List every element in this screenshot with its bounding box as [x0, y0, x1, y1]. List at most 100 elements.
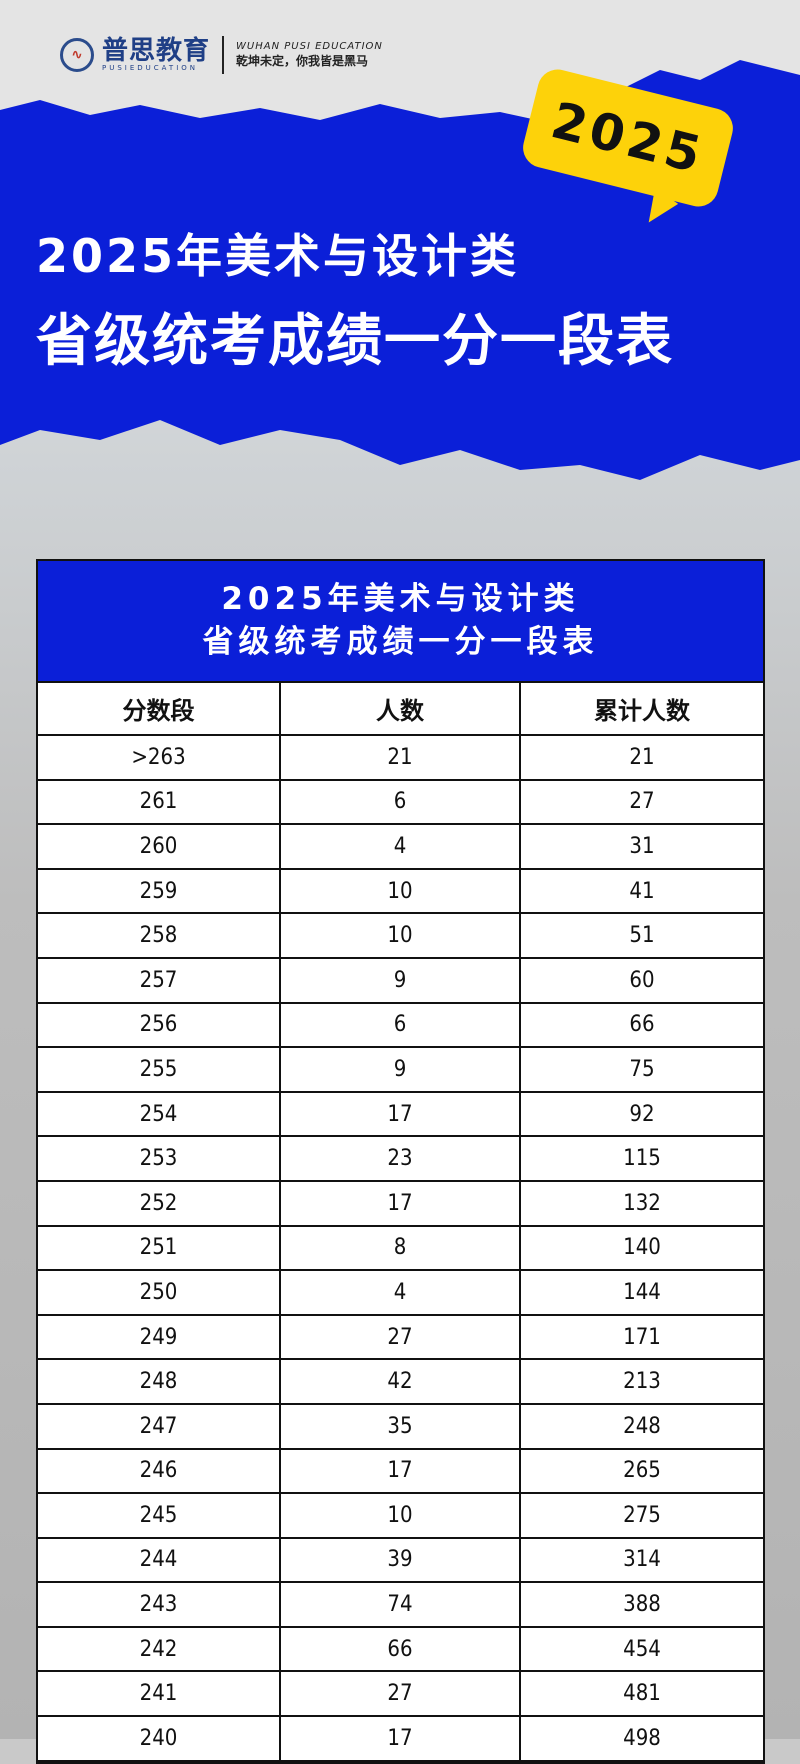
count-cell: 35	[281, 1404, 521, 1448]
table-row: 244 39 314	[38, 1538, 763, 1584]
cumulative-cell: 27	[629, 789, 655, 815]
score-cell: 242	[38, 1627, 281, 1671]
count-cell: 17	[281, 1449, 521, 1493]
table-row: 250 4 144	[38, 1271, 763, 1316]
count-cell: 9	[281, 1048, 521, 1091]
count-cell: 17	[281, 1717, 521, 1760]
page-title-line2: 省级统考成绩一分一段表	[36, 309, 674, 374]
cumulative-cell: 60	[629, 967, 655, 993]
cumulative-cell: 140	[623, 1235, 661, 1261]
header-score: 分数段	[38, 683, 281, 734]
count-cell: 4	[281, 1271, 521, 1314]
count-cell: 27	[281, 1315, 521, 1359]
cumulative-cell: 171	[623, 1324, 661, 1350]
count-cell: 10	[281, 869, 521, 913]
score-cell: >263	[38, 736, 281, 779]
count-cell: 21	[281, 736, 521, 779]
count-cell: 17	[281, 1092, 521, 1136]
count-cell: 6	[281, 780, 521, 824]
table-row: 256 6 66	[38, 1003, 763, 1049]
count-cell: 39	[281, 1538, 521, 1582]
score-cell: 253	[38, 1137, 281, 1180]
count-cell: 9	[281, 958, 521, 1002]
table-row: 242 66 454	[38, 1627, 763, 1673]
page-title-line1: 2025年美术与设计类	[36, 229, 520, 283]
score-cell: 249	[38, 1315, 281, 1359]
brand-sub: PUSIEDUCATION	[102, 64, 199, 72]
count-cell: 23	[281, 1137, 521, 1180]
cumulative-cell: 66	[629, 1012, 655, 1038]
score-cell: 257	[38, 958, 281, 1002]
logo-emblem-icon: ∿	[60, 38, 94, 72]
score-table: 2025年美术与设计类 省级统考成绩一分一段表 分数段 人数 累计人数 >263…	[36, 559, 765, 1764]
count-cell: 27	[281, 1672, 521, 1716]
score-cell: 244	[38, 1538, 281, 1582]
cumulative-cell: 314	[623, 1547, 661, 1573]
score-cell: 251	[38, 1226, 281, 1270]
brand-logo: ∿ 普思教育 PUSIEDUCATION WUHAN PUSI EDUCATIO…	[60, 36, 383, 74]
table-row: 246 17 265	[38, 1449, 763, 1495]
score-cell: 247	[38, 1404, 281, 1448]
count-cell: 4	[281, 825, 521, 868]
table-row: 241 27 481	[38, 1672, 763, 1718]
table-title-line2: 省级统考成绩一分一段表	[202, 624, 599, 660]
table-row: 257 9 60	[38, 958, 763, 1004]
cumulative-cell: 481	[623, 1681, 661, 1707]
table-row: 258 10 51	[38, 914, 763, 959]
table-row: 251 8 140	[38, 1226, 763, 1272]
table-row: 259 10 41	[38, 869, 763, 915]
cumulative-cell: 498	[623, 1725, 661, 1751]
score-cell: 248	[38, 1360, 281, 1403]
table-row: 248 42 213	[38, 1360, 763, 1405]
score-cell: 256	[38, 1003, 281, 1047]
score-cell: 241	[38, 1672, 281, 1716]
table-row: 252 17 132	[38, 1181, 763, 1227]
year-badge-text: 2025	[545, 91, 711, 185]
table-title: 2025年美术与设计类 省级统考成绩一分一段表	[38, 561, 763, 683]
score-cell: 246	[38, 1449, 281, 1493]
cumulative-cell: 115	[623, 1146, 661, 1172]
table-row: 260 4 31	[38, 825, 763, 870]
count-cell: 74	[281, 1583, 521, 1626]
score-cell: 252	[38, 1181, 281, 1225]
cumulative-cell: 454	[623, 1636, 661, 1662]
cumulative-cell: 75	[629, 1056, 655, 1082]
cumulative-cell: 213	[623, 1369, 661, 1395]
cumulative-cell: 265	[623, 1458, 661, 1484]
score-cell: 255	[38, 1048, 281, 1091]
table-row: 243 74 388	[38, 1583, 763, 1628]
score-cell: 250	[38, 1271, 281, 1314]
table-row: 245 10 275	[38, 1494, 763, 1539]
cumulative-cell: 31	[629, 833, 655, 859]
brand-slogan: 乾坤未定，你我皆是黑马	[236, 54, 369, 68]
cumulative-cell: 248	[623, 1413, 661, 1439]
cumulative-cell: 21	[629, 744, 655, 770]
score-cell: 260	[38, 825, 281, 868]
cumulative-cell: 132	[623, 1190, 661, 1216]
cumulative-cell: 51	[629, 923, 655, 949]
table-row: 249 27 171	[38, 1315, 763, 1361]
header-count: 人数	[281, 683, 521, 734]
table-row: 247 35 248	[38, 1404, 763, 1450]
count-cell: 42	[281, 1360, 521, 1403]
brand-name: 普思教育	[102, 36, 211, 66]
score-cell: 258	[38, 914, 281, 957]
cumulative-cell: 92	[629, 1101, 655, 1127]
count-cell: 6	[281, 1003, 521, 1047]
score-cell: 259	[38, 869, 281, 913]
score-cell: 243	[38, 1583, 281, 1626]
cumulative-cell: 275	[623, 1502, 661, 1528]
score-cell: 240	[38, 1717, 281, 1760]
table-title-line1: 2025年美术与设计类	[221, 580, 580, 617]
brand-english: WUHAN PUSI EDUCATION	[236, 41, 383, 52]
cumulative-cell: 388	[623, 1592, 661, 1618]
table-row: >263 21 21	[38, 736, 763, 781]
count-cell: 66	[281, 1627, 521, 1671]
table-row: 253 23 115	[38, 1137, 763, 1182]
count-cell: 10	[281, 914, 521, 957]
cumulative-cell: 144	[623, 1279, 661, 1305]
score-cell: 261	[38, 780, 281, 824]
table-row: 254 17 92	[38, 1092, 763, 1138]
header-cumulative: 累计人数	[594, 697, 690, 725]
table-row: 255 9 75	[38, 1048, 763, 1093]
